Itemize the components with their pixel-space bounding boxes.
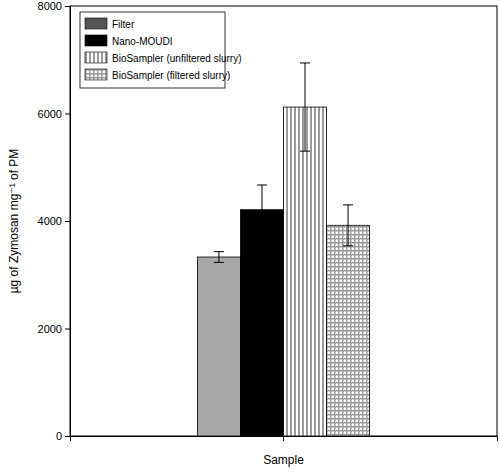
y-tick: 2000 xyxy=(38,323,70,335)
legend-label: Nano-MOUDI xyxy=(112,36,173,47)
legend-item: Nano-MOUDI xyxy=(85,35,173,47)
y-tick-label: 4000 xyxy=(38,215,62,227)
y-tick-label: 0 xyxy=(56,430,62,442)
bars xyxy=(197,63,369,436)
legend-label: Filter xyxy=(112,19,135,30)
y-tick: 0 xyxy=(56,430,70,442)
legend-item: BioSampler (unfiltered slurry) xyxy=(85,52,242,64)
legend-swatch xyxy=(85,52,107,63)
y-axis-line xyxy=(65,7,71,437)
bar xyxy=(327,225,370,436)
x-axis xyxy=(71,436,498,441)
plot: 0 2000 4000 6000 8000 Filter Nano-MOUDI BioSamp… xyxy=(38,0,498,442)
legend-item: BioSampler (filtered slurry) xyxy=(85,69,230,81)
legend-swatch xyxy=(85,18,107,29)
x-axis-title: Sample xyxy=(263,453,304,467)
y-tick-mark xyxy=(65,6,70,7)
plot-frame xyxy=(70,6,497,436)
legend-label: BioSampler (unfiltered slurry) xyxy=(112,53,242,64)
bar xyxy=(240,210,283,436)
y-tick-mark xyxy=(65,436,70,437)
legend-label: BioSampler (filtered slurry) xyxy=(112,70,230,81)
y-tick-label: 6000 xyxy=(38,108,62,120)
y-tick: 4000 xyxy=(38,215,70,227)
x-tick xyxy=(283,436,284,441)
y-axis: 0 2000 4000 6000 8000 xyxy=(38,0,71,442)
y-tick: 8000 xyxy=(38,0,70,12)
x-tick-mark xyxy=(283,436,284,441)
y-tick-mark xyxy=(65,221,70,222)
y-tick-label: 2000 xyxy=(38,323,62,335)
y-tick: 6000 xyxy=(38,108,70,120)
legend: Filter Nano-MOUDI BioSampler (unfiltered s… xyxy=(80,12,242,88)
legend-swatch xyxy=(85,35,107,46)
x-axis-line xyxy=(71,437,498,442)
legend-item: Filter xyxy=(85,18,135,30)
chart: 0 2000 4000 6000 8000 Filter Nano-MOUDI BioSamp… xyxy=(0,0,500,472)
legend-swatch xyxy=(85,69,107,80)
error-bar xyxy=(300,63,310,151)
error-bar xyxy=(214,252,224,263)
error-bar xyxy=(343,205,353,246)
bar xyxy=(197,257,240,436)
error-bar xyxy=(257,185,267,234)
y-tick-label: 8000 xyxy=(38,0,62,12)
y-tick-mark xyxy=(65,114,70,115)
y-axis-title: µg of Zymosan mg⁻¹ of PM xyxy=(7,149,21,294)
y-tick-mark xyxy=(65,329,70,330)
bar xyxy=(284,107,327,436)
